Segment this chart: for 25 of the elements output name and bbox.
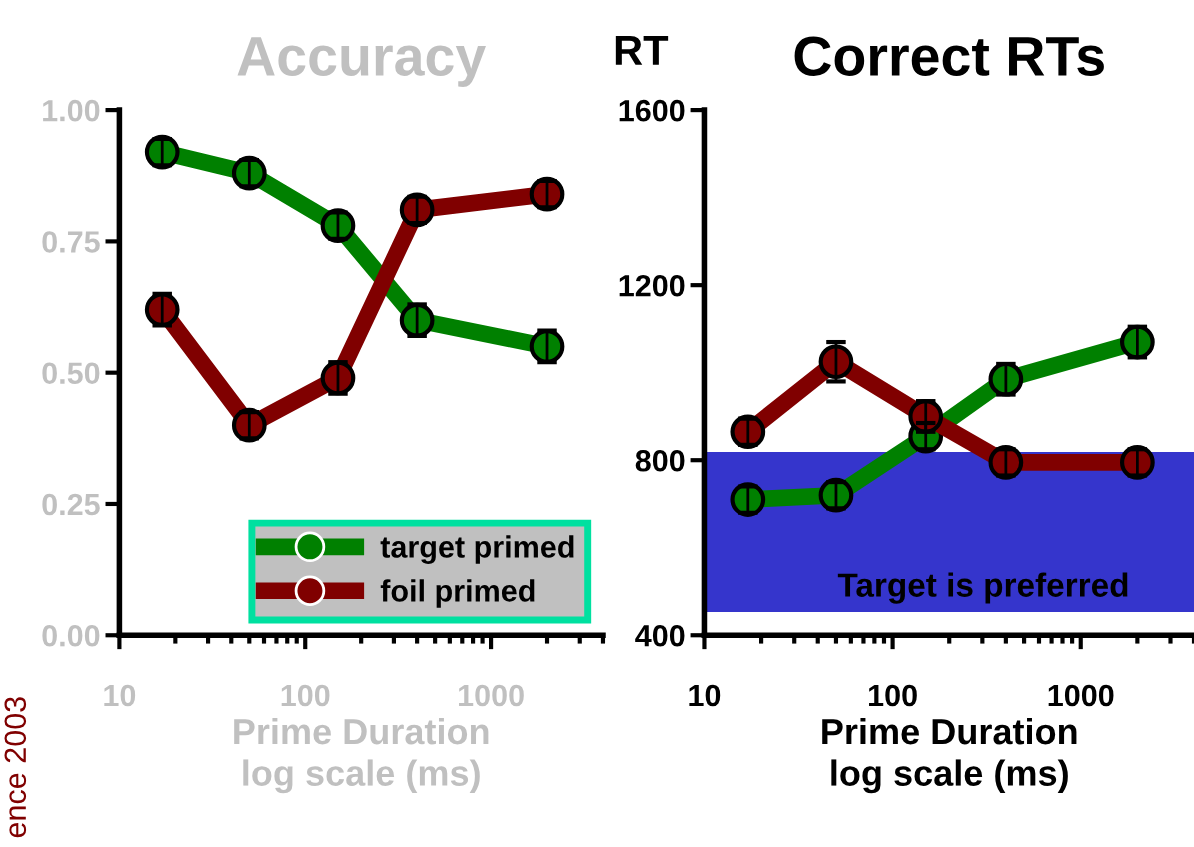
y-tick-label: 800 [635,449,685,472]
legend-label: foil primed [380,579,535,608]
legend-label: target primed [380,535,574,564]
x-tick-label: 10 [104,684,136,707]
text: ence 2003 [4,697,27,838]
x-tick-label: 100 [869,684,917,707]
y-tick-label: 400 [635,624,685,647]
y-tick-label: 0.50 [42,362,100,385]
chart-title: Correct RTs [794,36,1104,76]
x-axis-title: Prime Duration log scale (ms) [822,717,1077,794]
y-tick-label: 1.00 [43,99,100,122]
y-tick-label: 0.25 [42,493,100,516]
x-tick-label: 1000 [1048,684,1114,707]
point [818,344,854,380]
x-tick-label: 10 [689,684,721,707]
x-tick-label: 100 [281,684,330,707]
x-tick-label: 1000 [459,684,524,707]
y-axis-title: RT [615,36,669,65]
chart-title: Accuracy [237,37,486,87]
x-axis-title: Prime Duration log scale (ms) [234,717,489,794]
band-label: Target is preferred [837,572,1128,604]
y-tick-label: 1200 [619,274,685,297]
y-tick-label: 0.00 [42,624,100,647]
y-tick-label: 0.75 [42,231,100,253]
y-tick-label: 1600 [619,99,685,122]
